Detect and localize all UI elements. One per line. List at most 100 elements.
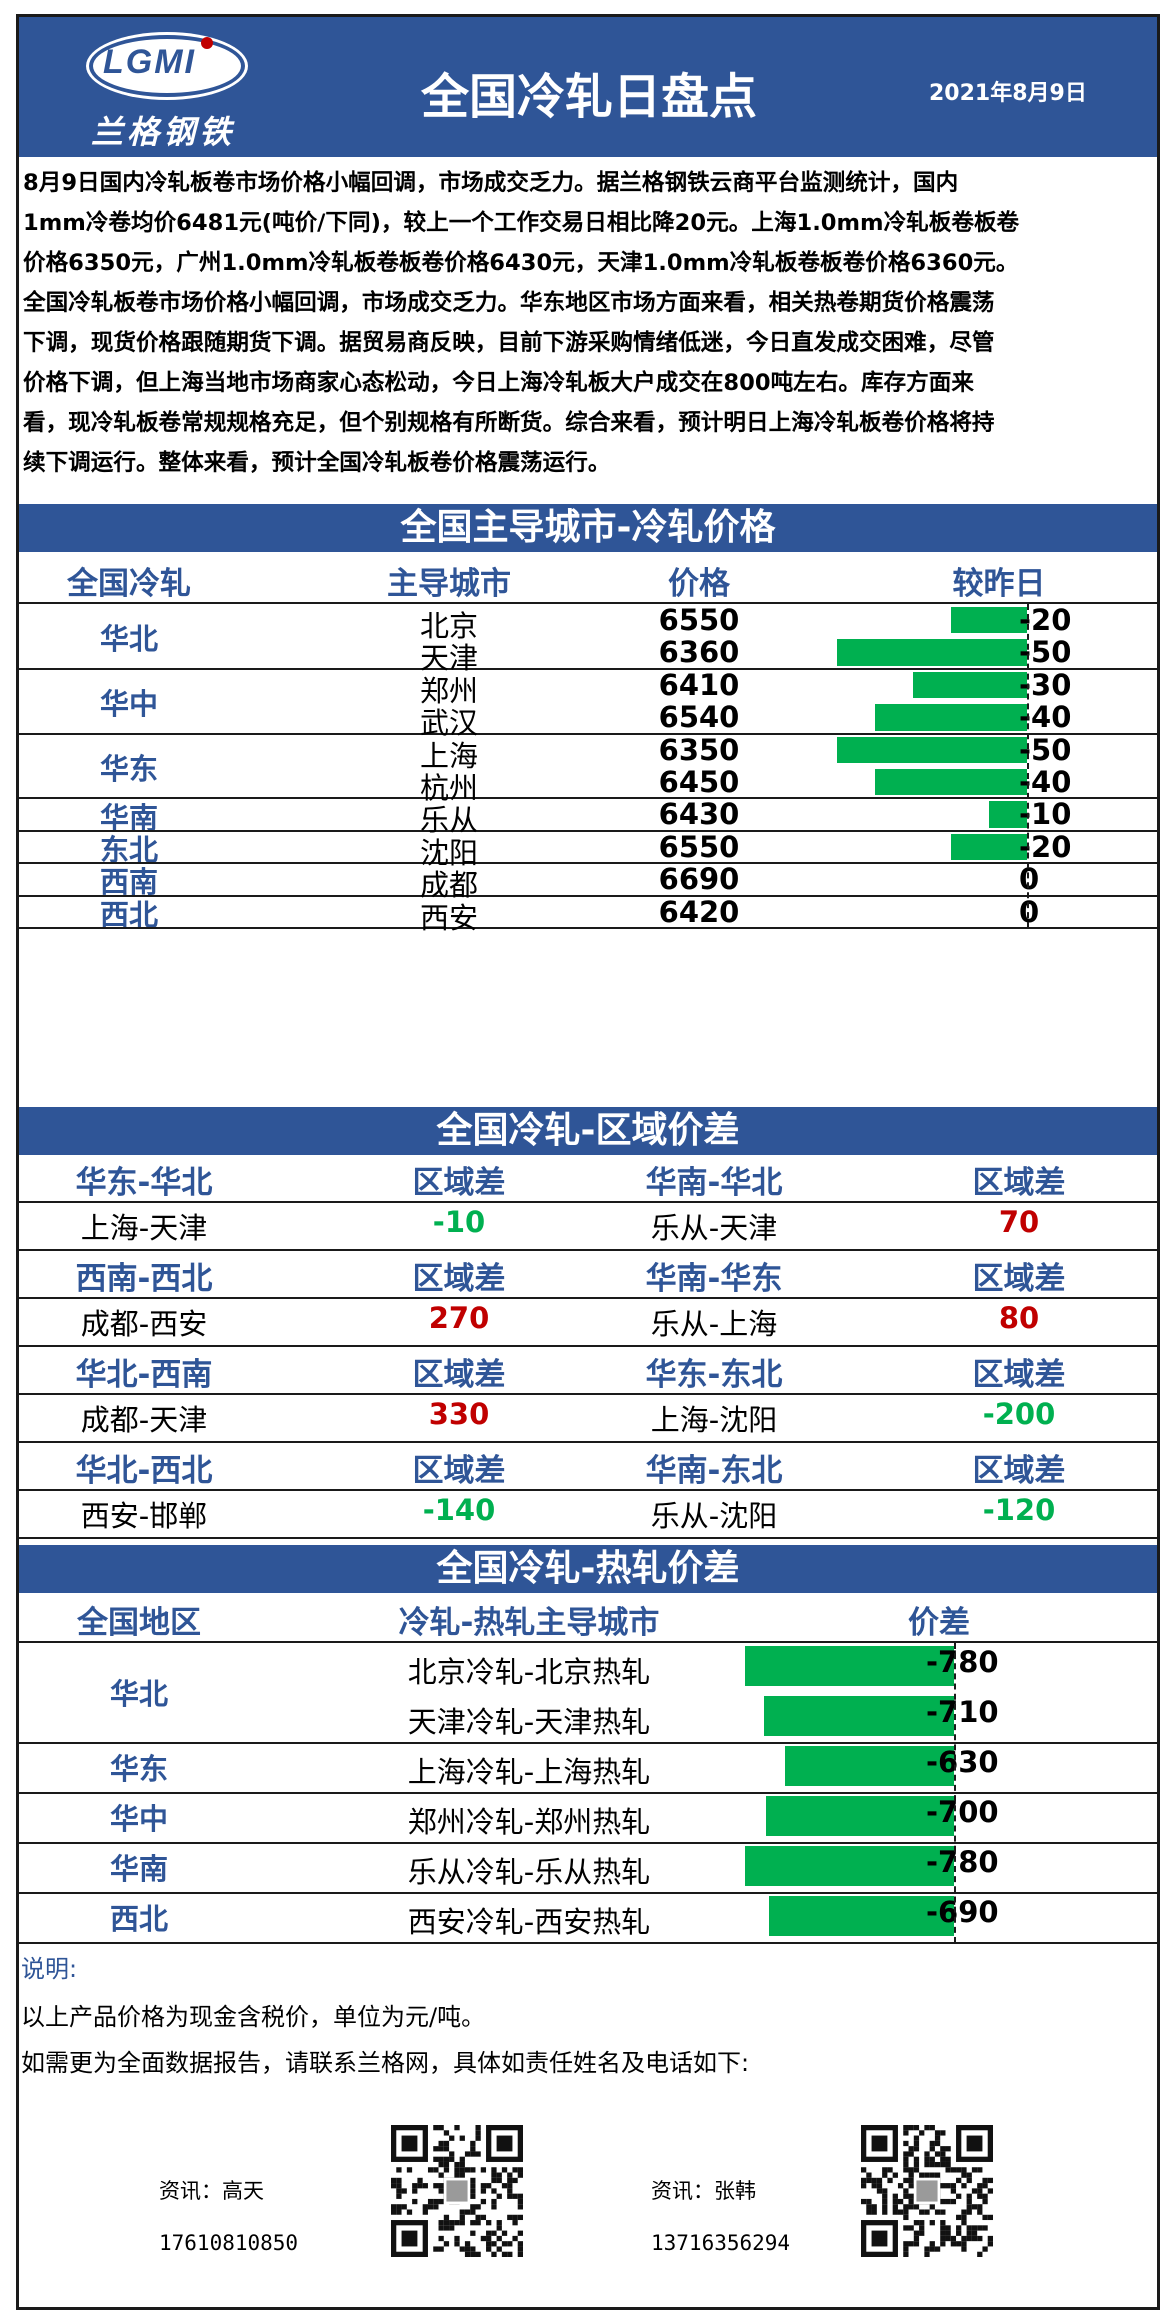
change-bar <box>913 671 1027 699</box>
spread-bar <box>766 1796 954 1836</box>
table-divider <box>19 1537 1157 1539</box>
city-name: 沈阳 <box>419 835 478 870</box>
price-section-title: 全国主导城市-冷轧价格 <box>19 504 1157 552</box>
region-label: 华北 <box>109 1677 168 1711</box>
city-name: 天津 <box>419 641 478 676</box>
table-divider <box>19 862 1157 865</box>
table-divider <box>19 894 1157 897</box>
col-header-pair: 冷轧-热轧主导城市 <box>398 1605 660 1641</box>
region-label: 华中 <box>109 1802 168 1836</box>
diff-city-pair: 上海-天津 <box>80 1211 208 1245</box>
diff-region-head: 华北-西南 <box>75 1357 213 1393</box>
spread-value: -700 <box>926 1795 999 1829</box>
diff-region-head: 华南-华东 <box>645 1261 783 1297</box>
diff-col-label: 区域差 <box>412 1357 506 1393</box>
table-divider <box>19 1441 1157 1443</box>
col-header-spread: 价差 <box>908 1605 970 1641</box>
diff-value: -140 <box>422 1493 496 1527</box>
table-divider <box>19 1892 1157 1894</box>
summary-line: 价格6350元，广州1.0mm冷轧板卷板卷价格6430元，天津1.0mm冷轧板卷… <box>23 250 1019 276</box>
city-name: 乐从 <box>419 803 478 838</box>
city-name: 成都 <box>419 868 478 903</box>
spread-bar <box>785 1746 954 1786</box>
diff-col-label: 区域差 <box>972 1261 1066 1297</box>
change-bar <box>951 833 1027 861</box>
price-value: 6420 <box>658 894 740 929</box>
diff-value: -10 <box>432 1205 486 1239</box>
region-label: 西北 <box>99 897 158 932</box>
spread-value: -630 <box>926 1745 999 1779</box>
report-date: 2021年8月9日 <box>929 81 1087 106</box>
price-value: 6350 <box>658 732 740 767</box>
diff-value: 330 <box>428 1397 490 1431</box>
notes-line-1: 以上产品价格为现金含税价，单位为元/吨。 <box>21 2003 486 2031</box>
logo-chinese-name: 兰格钢铁 <box>91 113 236 151</box>
spread-value: -690 <box>926 1895 999 1929</box>
diff-value: -200 <box>982 1397 1056 1431</box>
col-header-region: 全国冷轧 <box>67 566 191 602</box>
spread-value: -780 <box>926 1645 999 1679</box>
table-divider <box>19 1345 1157 1347</box>
price-value: 6550 <box>658 829 740 864</box>
table-divider <box>19 1201 1157 1203</box>
price-value: 6360 <box>658 635 740 670</box>
table-divider <box>19 1942 1157 1944</box>
contact-name-1: 资讯：高天 <box>159 2179 264 2203</box>
region-label: 东北 <box>99 833 158 867</box>
table-divider <box>19 602 1157 604</box>
diff-city-pair: 乐从-沈阳 <box>650 1499 778 1533</box>
col-header-city: 主导城市 <box>387 566 511 602</box>
region-label: 华东 <box>109 1752 168 1786</box>
page-title: 全国冷轧日盘点 <box>420 69 757 125</box>
contact-phone-1: 17610810850 <box>159 2231 299 2255</box>
table-divider <box>19 732 1157 735</box>
region-label: 华南 <box>109 1852 168 1886</box>
city-name: 西安 <box>419 900 478 935</box>
price-value: 6550 <box>658 603 740 637</box>
region-label: 华东 <box>99 752 158 786</box>
table-divider <box>19 1792 1157 1794</box>
diff-city-pair: 上海-沈阳 <box>650 1403 778 1437</box>
summary-line: 续下调运行。整体来看，预计全国冷轧板卷价格震荡运行。 <box>23 450 611 476</box>
table-divider <box>19 829 1157 832</box>
spread-bar <box>763 1696 954 1736</box>
diff-value: 270 <box>428 1301 490 1335</box>
diff-city-pair: 乐从-天津 <box>650 1211 778 1245</box>
summary-line: 下调，现货价格跟随期货下调。据贸易商反映，目前下游采购情绪低迷，今日直发成交困难… <box>23 330 995 356</box>
table-divider <box>19 667 1157 670</box>
logo-dot <box>201 37 213 49</box>
change-value: 0 <box>1019 862 1040 897</box>
change-bar <box>837 639 1027 666</box>
region-label: 华中 <box>99 687 158 722</box>
summary-line: 1mm冷卷均价6481元(吨价/下同)，较上一个工作交易日相比降20元。上海1.… <box>23 210 1020 236</box>
cold-hot-pair: 北京冷轧-北京热轧 <box>407 1655 651 1689</box>
summary-line: 看，现冷轧板卷常规规格充足，但个别规格有所断货。综合来看，预计明日上海冷轧板卷价… <box>23 410 995 436</box>
change-bar <box>875 704 1027 731</box>
table-divider <box>19 1641 1157 1643</box>
diff-value: 70 <box>998 1205 1040 1239</box>
diff-region-head: 西南-西北 <box>75 1261 213 1297</box>
diff-section-title: 全国冷轧-区域价差 <box>19 1107 1157 1155</box>
change-bar <box>875 769 1027 796</box>
zero-axis-line <box>1027 604 1029 928</box>
diff-region-head: 华北-西北 <box>75 1453 213 1489</box>
price-value: 6540 <box>658 700 740 735</box>
report-frame: LGMI 兰格钢铁 全国冷轧日盘点 2021年8月9日 8月9日国内冷轧板卷市场… <box>16 14 1160 2310</box>
city-name: 杭州 <box>419 771 478 805</box>
spread-bar <box>769 1896 954 1936</box>
price-value: 6410 <box>658 667 740 702</box>
notes-label: 说明: <box>21 1955 78 1983</box>
summary-line: 价格下调，但上海当地市场商家心态松动，今日上海冷轧板大户成交在800吨左右。库存… <box>23 370 974 396</box>
table-divider <box>19 1842 1157 1844</box>
diff-city-pair: 乐从-上海 <box>650 1307 778 1341</box>
region-label: 华南 <box>99 800 158 835</box>
market-summary: 8月9日国内冷轧板卷市场价格小幅回调，市场成交乏力。据兰格钢铁云商平台监测统计，… <box>23 163 1151 483</box>
summary-line: 8月9日国内冷轧板卷市场价格小幅回调，市场成交乏力。据兰格钢铁云商平台监测统计，… <box>23 170 959 196</box>
spread-value: -710 <box>926 1695 999 1729</box>
col-header-price: 价格 <box>668 566 730 602</box>
diff-region-head: 华东-东北 <box>645 1357 783 1393</box>
summary-line: 全国冷轧板卷市场价格小幅回调，市场成交乏力。华东地区市场方面来看，相关热卷期货价… <box>23 290 995 316</box>
lgmi-logo: LGMI 兰格钢铁 <box>69 31 259 151</box>
cold-hot-pair: 西安冷轧-西安热轧 <box>407 1905 651 1939</box>
cold-hot-pair: 郑州冷轧-郑州热轧 <box>407 1805 651 1839</box>
